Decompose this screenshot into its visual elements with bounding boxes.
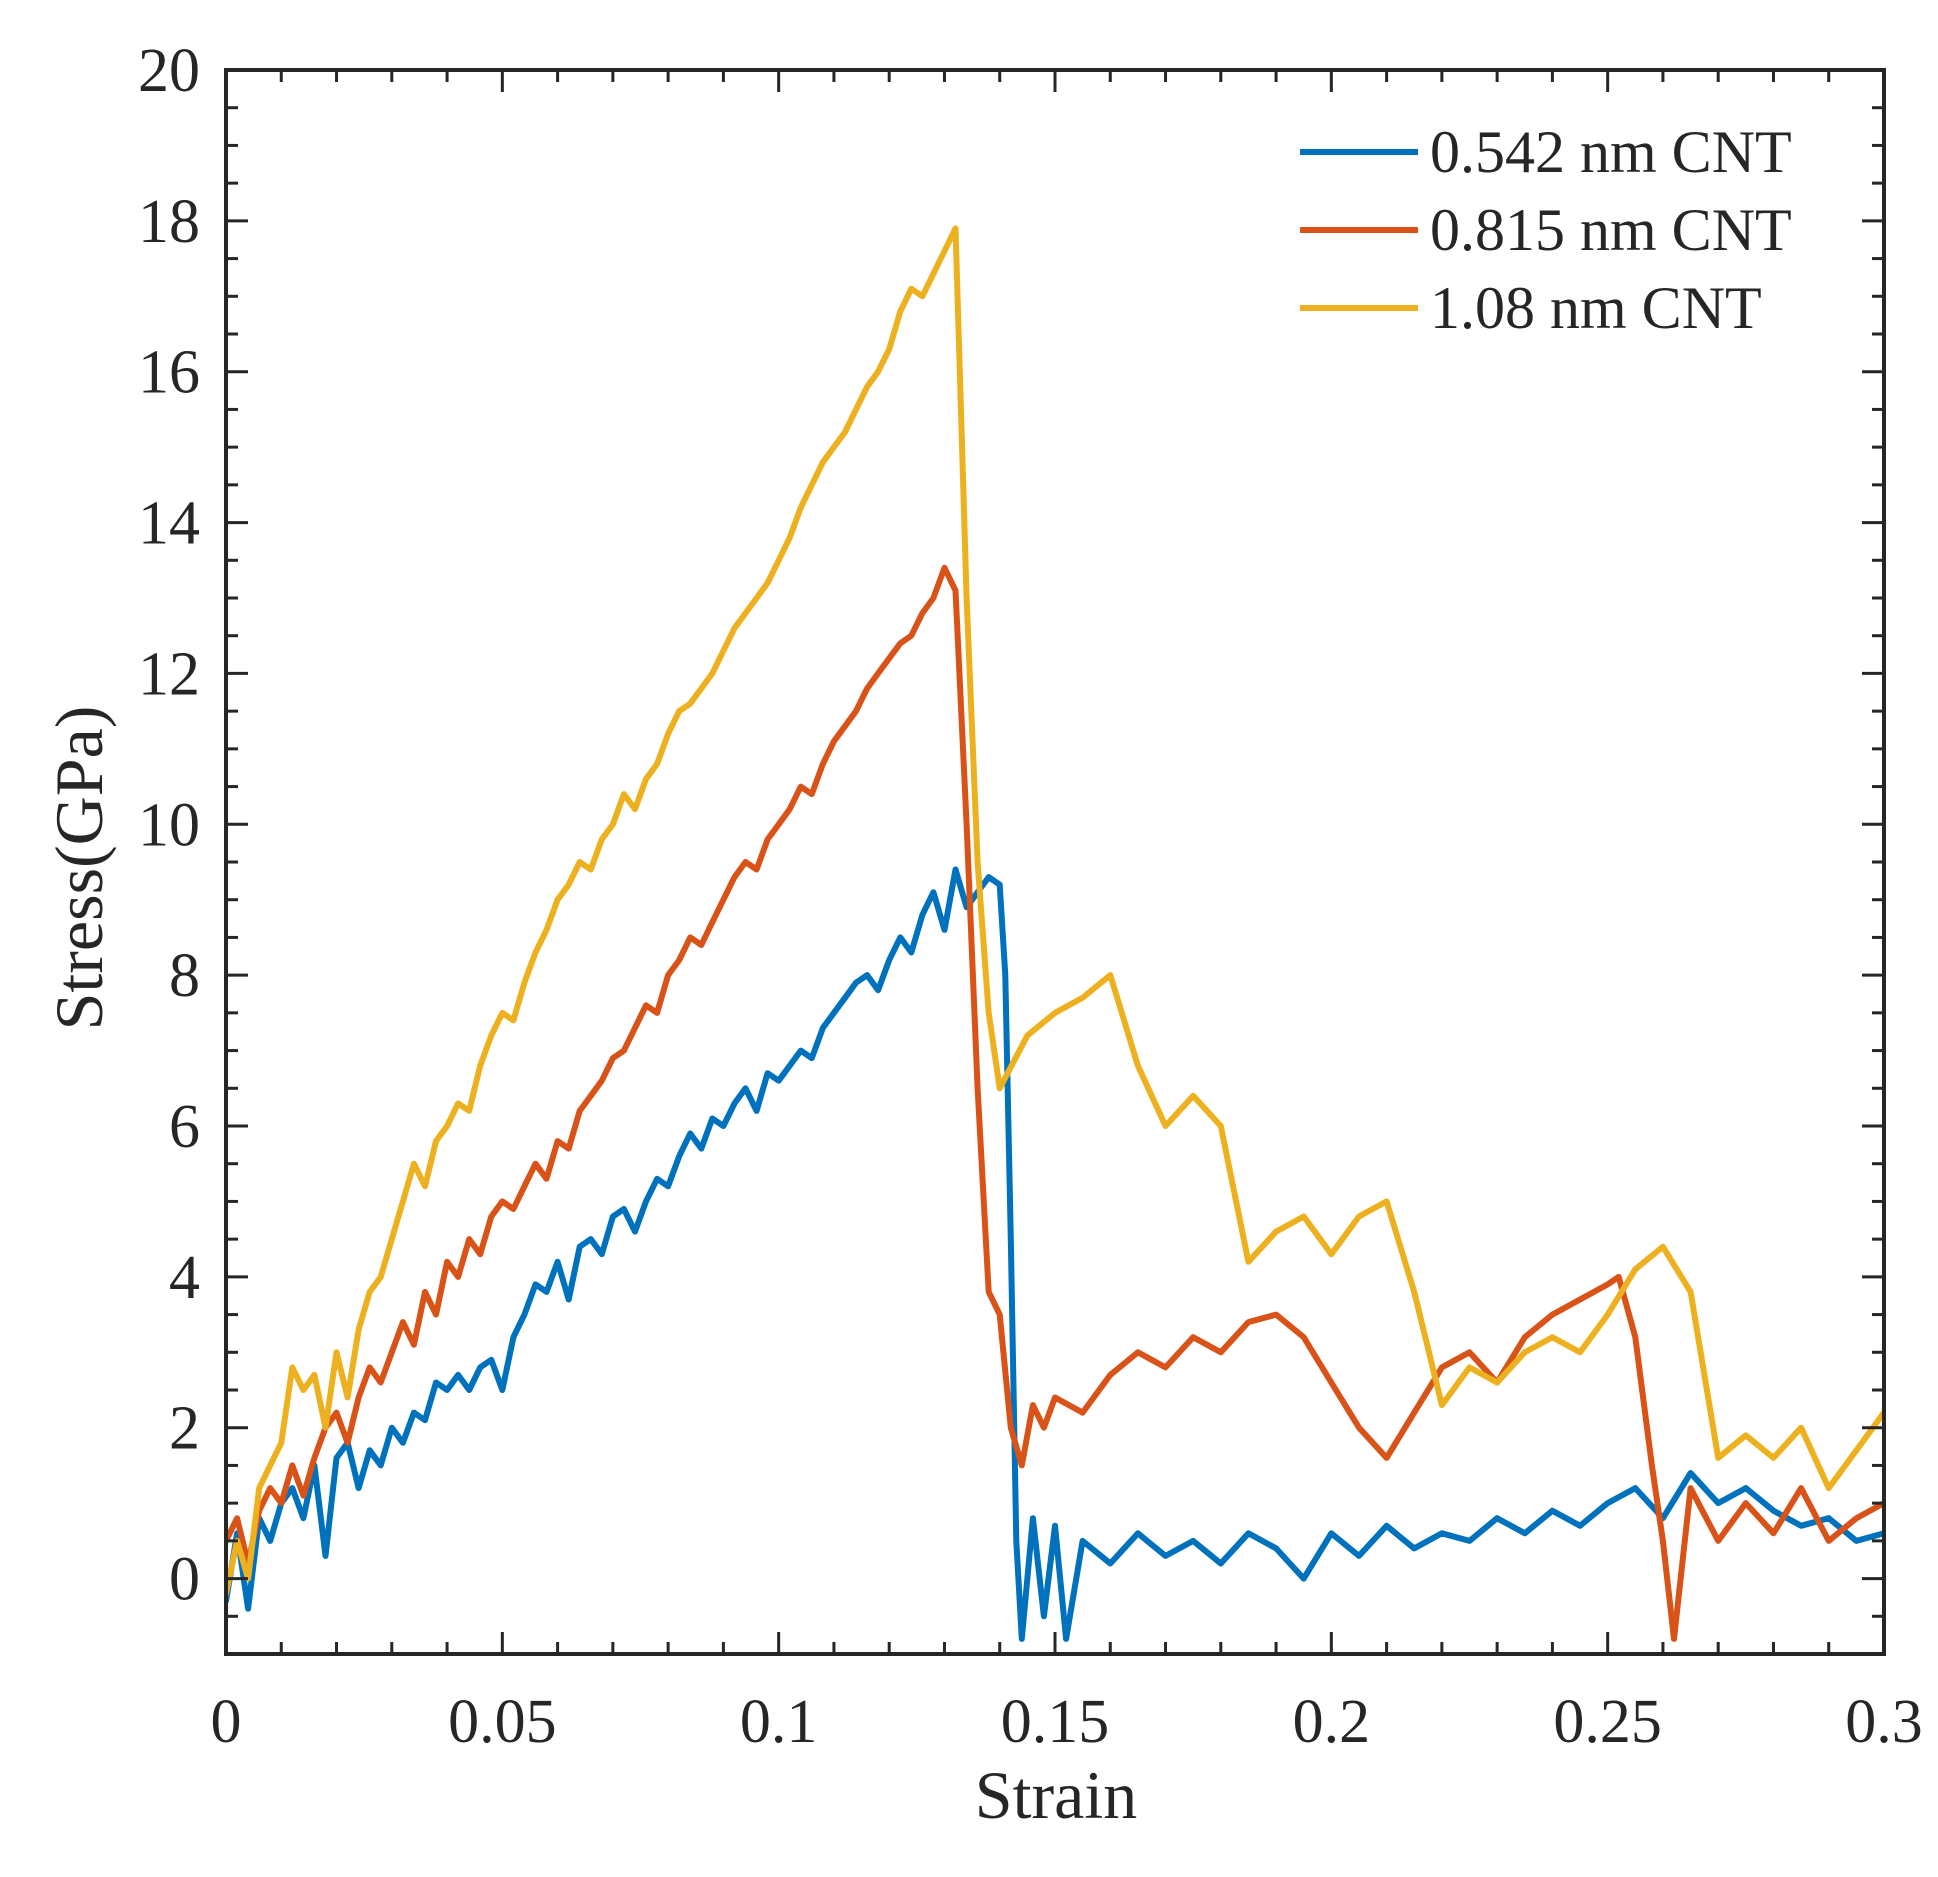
series-line-3 <box>226 225 1884 1597</box>
x-tick-label: 0.2 <box>1293 1688 1371 1756</box>
y-tick-label: 10 <box>138 791 200 859</box>
legend: 0.542 nm CNT 0.815 nm CNT 1.08 nm CNT <box>1300 119 1792 341</box>
y-tick-label: 8 <box>169 942 200 1010</box>
y-tick-label: 16 <box>138 339 200 407</box>
y-tick-label: 6 <box>169 1093 200 1161</box>
tick-labels-layer: 0 0.05 0.1 0.15 0.2 0.25 0.3 0 2 4 6 8 10 12 14 16 18 20 <box>138 37 1923 1756</box>
x-tick-label: 0.1 <box>740 1688 818 1756</box>
y-tick-label: 2 <box>169 1395 200 1463</box>
y-tick-label: 0 <box>169 1546 200 1614</box>
x-tick-label: 0.05 <box>448 1688 557 1756</box>
series-line-1 <box>226 866 1884 1642</box>
x-axis-title: Strain <box>975 1757 1137 1833</box>
y-tick-label: 20 <box>138 37 200 105</box>
series-line-2 <box>226 564 1884 1642</box>
y-tick-label: 18 <box>138 188 200 256</box>
plot-frame <box>224 68 1886 1656</box>
y-tick-label: 12 <box>138 640 200 708</box>
y-tick-label: 4 <box>169 1244 200 1312</box>
y-axis-title: Stress(GPa) <box>41 706 117 1031</box>
x-tick-label: 0.25 <box>1553 1688 1662 1756</box>
legend-label-3: 1.08 nm CNT <box>1430 275 1762 341</box>
series-layer <box>226 225 1884 1642</box>
x-tick-label: 0 <box>211 1688 242 1756</box>
x-tick-label: 0.3 <box>1845 1688 1923 1756</box>
y-tick-label: 14 <box>138 490 200 558</box>
x-tick-label: 0.15 <box>1001 1688 1110 1756</box>
legend-label-1: 0.542 nm CNT <box>1430 119 1792 185</box>
legend-label-2: 0.815 nm CNT <box>1430 197 1792 263</box>
